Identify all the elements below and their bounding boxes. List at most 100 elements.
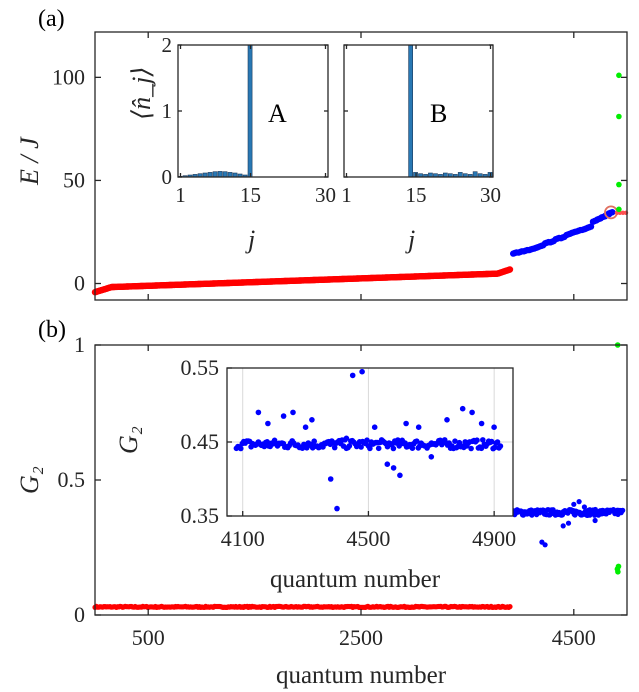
inset-g2-point — [358, 444, 364, 450]
inset-g2-outlier — [444, 417, 450, 423]
panel-b-blue-outlier — [576, 499, 582, 505]
inset-g2-ytick-label: 0.45 — [181, 429, 220, 454]
panel-b-blue-outlier — [542, 542, 548, 548]
inset-g2-outlier — [371, 424, 378, 431]
panel-b-red-point — [507, 604, 513, 610]
inset-g2-point — [390, 445, 397, 452]
inset-g2-outlier — [343, 435, 350, 442]
inset-g2-point — [480, 437, 486, 443]
inset-a-ytick-label: 1 — [162, 99, 173, 123]
inset-g2-point — [364, 437, 370, 444]
inset-b-bar — [408, 44, 414, 178]
inset-g2-xlabel: quantum number — [270, 566, 441, 593]
inset-g2-outlier — [309, 417, 315, 423]
inset-b-ticks: 1 15 30 — [341, 44, 501, 207]
panel-b-blue-outlier — [581, 504, 588, 510]
panel-b-blue-point — [620, 507, 626, 513]
panel-a-green-point — [616, 113, 622, 120]
panel-b-axes-box — [94, 344, 628, 616]
inset-g2-point — [367, 445, 373, 452]
panel-a-green-point — [616, 72, 622, 79]
panel-b-ytick-label: 1 — [74, 332, 85, 357]
panel-b-xtick-label: 500 — [132, 625, 165, 650]
inset-b-box — [343, 44, 494, 178]
inset-g2-point — [238, 445, 244, 452]
panel-a-ytick-label: 100 — [52, 64, 85, 89]
inset-g2-outlier — [397, 472, 403, 479]
inset-g2-point — [478, 445, 485, 452]
inset-a-ytick-label: 2 — [162, 33, 173, 57]
inset-g2-point — [474, 437, 480, 444]
panel-b-green-point — [615, 563, 622, 570]
inset-g2-outlier — [459, 405, 466, 412]
inset-g2-point — [414, 438, 420, 445]
inset-g2-outlier — [327, 476, 334, 482]
inset-b-xlabel: j — [405, 225, 415, 254]
inset-b-bar — [472, 171, 478, 178]
inset-g2-outlier — [403, 420, 409, 427]
panel-b-ytick-label: 0.5 — [58, 467, 86, 492]
inset-g2-outlier — [265, 420, 271, 427]
inset-a-xtick-label: 30 — [315, 183, 336, 207]
inset-b-xtick-label: 15 — [406, 183, 427, 207]
inset-a-bar — [207, 172, 213, 178]
inset-a-ytick-label: 0 — [162, 165, 173, 189]
inset-g2-xtick-label: 4900 — [472, 526, 516, 551]
inset-g2-xtick-label: 4100 — [221, 526, 265, 551]
inset-a-ylabel: ⟨n̂_j⟩ — [127, 66, 156, 120]
panel-a: (a) E / J 0 50 100 — [15, 6, 629, 301]
inset-g2-point — [375, 445, 382, 452]
panel-b-blue-outlier — [571, 501, 577, 507]
inset-g2-point — [491, 444, 498, 451]
inset-g2-outlier — [359, 368, 365, 375]
panel-a-red-point — [506, 266, 514, 273]
inset-g2-point — [409, 445, 416, 452]
panel-a-axes-box — [94, 31, 628, 301]
inset-a-bar — [212, 171, 218, 178]
panel-b-xlabel: quantum number — [276, 662, 447, 689]
inset-a-bar — [227, 172, 233, 178]
inset-g2-point — [346, 443, 353, 449]
inset-a-bar — [222, 171, 228, 178]
inset-a-xlabel: j — [245, 225, 255, 254]
panel-b-points — [92, 342, 626, 611]
panel-b-blue-outlier — [592, 517, 598, 524]
panel-b-ticks: 0 0.5 1 500 2500 4500 — [58, 332, 627, 650]
panel-a-points — [91, 72, 629, 296]
panel-b-ytick-label: 0 — [74, 602, 85, 627]
inset-b-label: B — [430, 99, 447, 128]
inset-g2-xtick-label: 4500 — [346, 526, 390, 551]
panel-a-green-point — [616, 181, 622, 188]
inset-g2-outlier — [384, 461, 391, 468]
inset-g2-point — [331, 444, 338, 451]
inset-g2-point — [468, 445, 474, 452]
panel-a-green-point — [616, 206, 622, 213]
inset-g2-outlier — [491, 424, 497, 431]
inset-g2-point — [488, 438, 495, 445]
inset-a-xtick-label: 15 — [240, 183, 261, 207]
inset-g2-outlier — [302, 424, 309, 431]
panel-a-ytick-label: 50 — [63, 167, 85, 192]
panel-b-label: (b) — [38, 317, 66, 343]
inset-b-background — [344, 45, 493, 177]
inset-g2-point — [311, 438, 318, 445]
inset-a-bar — [247, 44, 253, 178]
inset-b-xtick-label: 1 — [341, 183, 352, 207]
inset-g2-outlier — [349, 372, 356, 379]
panel-a-ticks: 0 50 100 — [52, 32, 627, 300]
inset-b-xtick-label: 30 — [480, 183, 501, 207]
inset-g2-outlier — [280, 413, 287, 419]
inset-g2-point — [494, 439, 501, 445]
inset-a-box — [177, 44, 329, 178]
inset-g2-outlier — [390, 465, 397, 471]
inset-a-xtick-label: 1 — [175, 183, 186, 207]
inset-g2-ticks: 0.35 0.45 0.55 4100 4500 4900 — [181, 355, 517, 551]
inset-a-bar — [217, 171, 223, 178]
inset-g2-outlier — [478, 420, 485, 427]
panel-b-ylabel: G₂ — [15, 466, 44, 494]
inset-g2: 0.35 0.45 0.55 4100 4500 4900 G₂ quantum numb… — [114, 355, 516, 593]
panel-a-ytick-label: 0 — [74, 271, 85, 296]
inset-g2-box — [226, 367, 514, 517]
panel-b-blue-outlier — [560, 523, 566, 529]
